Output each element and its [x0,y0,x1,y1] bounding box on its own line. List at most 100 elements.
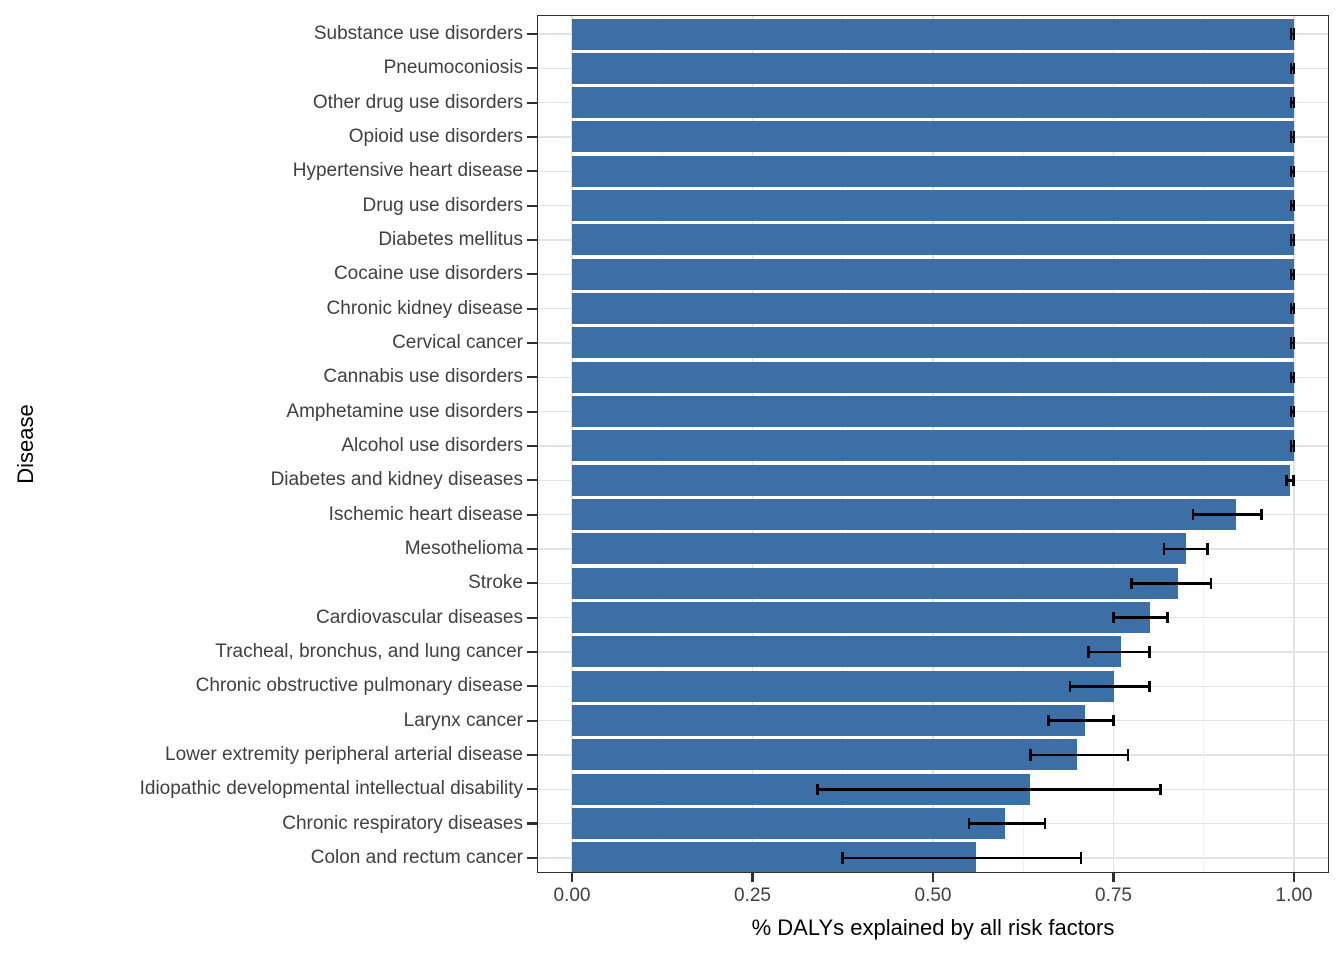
y-tick-label: Drug use disorders [362,194,523,216]
error-bar-cap [1166,611,1169,624]
error-bar-line [1291,135,1294,139]
error-bar-cap [1289,234,1293,246]
y-tick-label: Amphetamine use disorders [286,400,523,422]
bar [572,293,1294,325]
error-bar-line [1291,376,1294,379]
error-bar-line [1030,753,1128,757]
y-tick-mark [527,719,537,722]
bar [572,258,1294,290]
bar [572,190,1294,222]
y-tick-label: Diabetes mellitus [378,228,523,250]
error-bar-line [1286,478,1294,482]
error-bar-cap [1292,199,1296,212]
error-bar-cap [1206,543,1209,555]
y-tick-mark [527,341,537,345]
error-bar-line [1291,273,1294,276]
error-bar-cap [1112,611,1115,624]
error-bar-cap [1079,852,1083,864]
bar [572,567,1179,599]
error-bar-cap [1130,577,1133,590]
y-tick-label: Tracheal, bronchus, and lung cancer [215,640,523,662]
y-tick-mark [527,444,537,448]
y-tick-mark [527,582,537,585]
bar [572,87,1294,119]
y-tick-label: Cardiovascular diseases [316,606,523,628]
y-tick-label: Cocaine use disorders [333,263,523,285]
error-bar-cap [1148,680,1151,693]
y-tick-label: Idiopathic developmental intellectual di… [139,778,523,800]
y-tick-mark [527,650,537,654]
error-bar-line [1070,684,1150,688]
bar [572,464,1291,496]
error-bar-cap [1289,371,1293,384]
error-bar-cap [816,783,819,795]
y-tick-mark [527,788,537,791]
x-tick-label: 0.25 [734,885,771,906]
y-tick-mark [527,616,537,619]
bar [572,361,1294,393]
error-bar-cap [1292,371,1296,384]
y-tick-mark [527,273,537,276]
error-bar-line [1291,67,1294,70]
error-bar-cap [1148,646,1151,658]
y-tick-label: Cannabis use disorders [323,366,523,388]
error-bar-cap [1292,234,1296,246]
error-bar-cap [1043,817,1047,830]
error-bar-cap [1292,440,1296,452]
error-bar-cap [1289,302,1293,315]
error-bar-cap [1191,508,1195,521]
error-bar-line [1048,719,1114,722]
error-bar-cap [1289,96,1293,109]
error-bar-cap [841,852,845,864]
bar [572,636,1121,668]
y-tick-label: Lower extremity peripheral arterial dise… [165,743,523,765]
error-bar-line [1291,410,1294,413]
y-tick-label: Other drug use disorders [312,91,523,113]
error-bar-cap [1260,508,1263,521]
bar [572,705,1085,737]
error-bar-cap [1047,714,1050,727]
bar [572,499,1237,531]
y-tick-mark [527,204,537,207]
y-tick-label: Mesothelioma [404,537,523,559]
y-tick-mark [527,753,537,757]
y-tick-mark [527,135,537,139]
error-bar-line [1131,581,1211,585]
bar [572,602,1150,634]
error-bar-cap [1292,268,1296,281]
error-bar-cap [1289,131,1293,143]
error-bar-line [969,822,1045,825]
bar [572,808,1006,840]
error-bar-line [1164,547,1208,551]
y-tick-label: Substance use disorders [313,23,523,44]
x-tick-label: 0.00 [553,885,591,906]
y-tick-label: Alcohol use disorders [341,434,523,456]
y-tick-label: Larynx cancer [403,709,523,731]
error-bar-line [842,856,1081,860]
error-bar-cap [1289,268,1293,281]
y-tick-label: Stroke [468,572,523,594]
bar [572,670,1114,702]
error-bar-line [1088,650,1150,654]
error-bar-cap [1289,28,1293,40]
error-bar-line [1291,170,1294,173]
y-tick-label: Pneumoconiosis [383,57,523,79]
error-bar-cap [1292,96,1296,109]
y-tick-mark [527,101,537,104]
x-tick-label: 0.75 [1095,885,1132,906]
y-tick-label: Diabetes and kidney diseases [270,469,523,491]
error-bar-line [1291,204,1294,207]
y-tick-mark [527,547,537,551]
y-tick-mark [527,513,537,516]
bar [572,224,1294,256]
error-bar-line [1291,307,1294,310]
x-tick-mark [751,873,754,882]
y-tick-mark [527,856,537,859]
error-bar-cap [1086,646,1090,658]
error-bar-line [1113,616,1168,619]
y-tick-mark [527,67,537,70]
y-tick-label: Opioid use disorders [348,125,523,147]
error-bar-cap [1291,474,1295,487]
error-bar-cap [1292,337,1296,349]
